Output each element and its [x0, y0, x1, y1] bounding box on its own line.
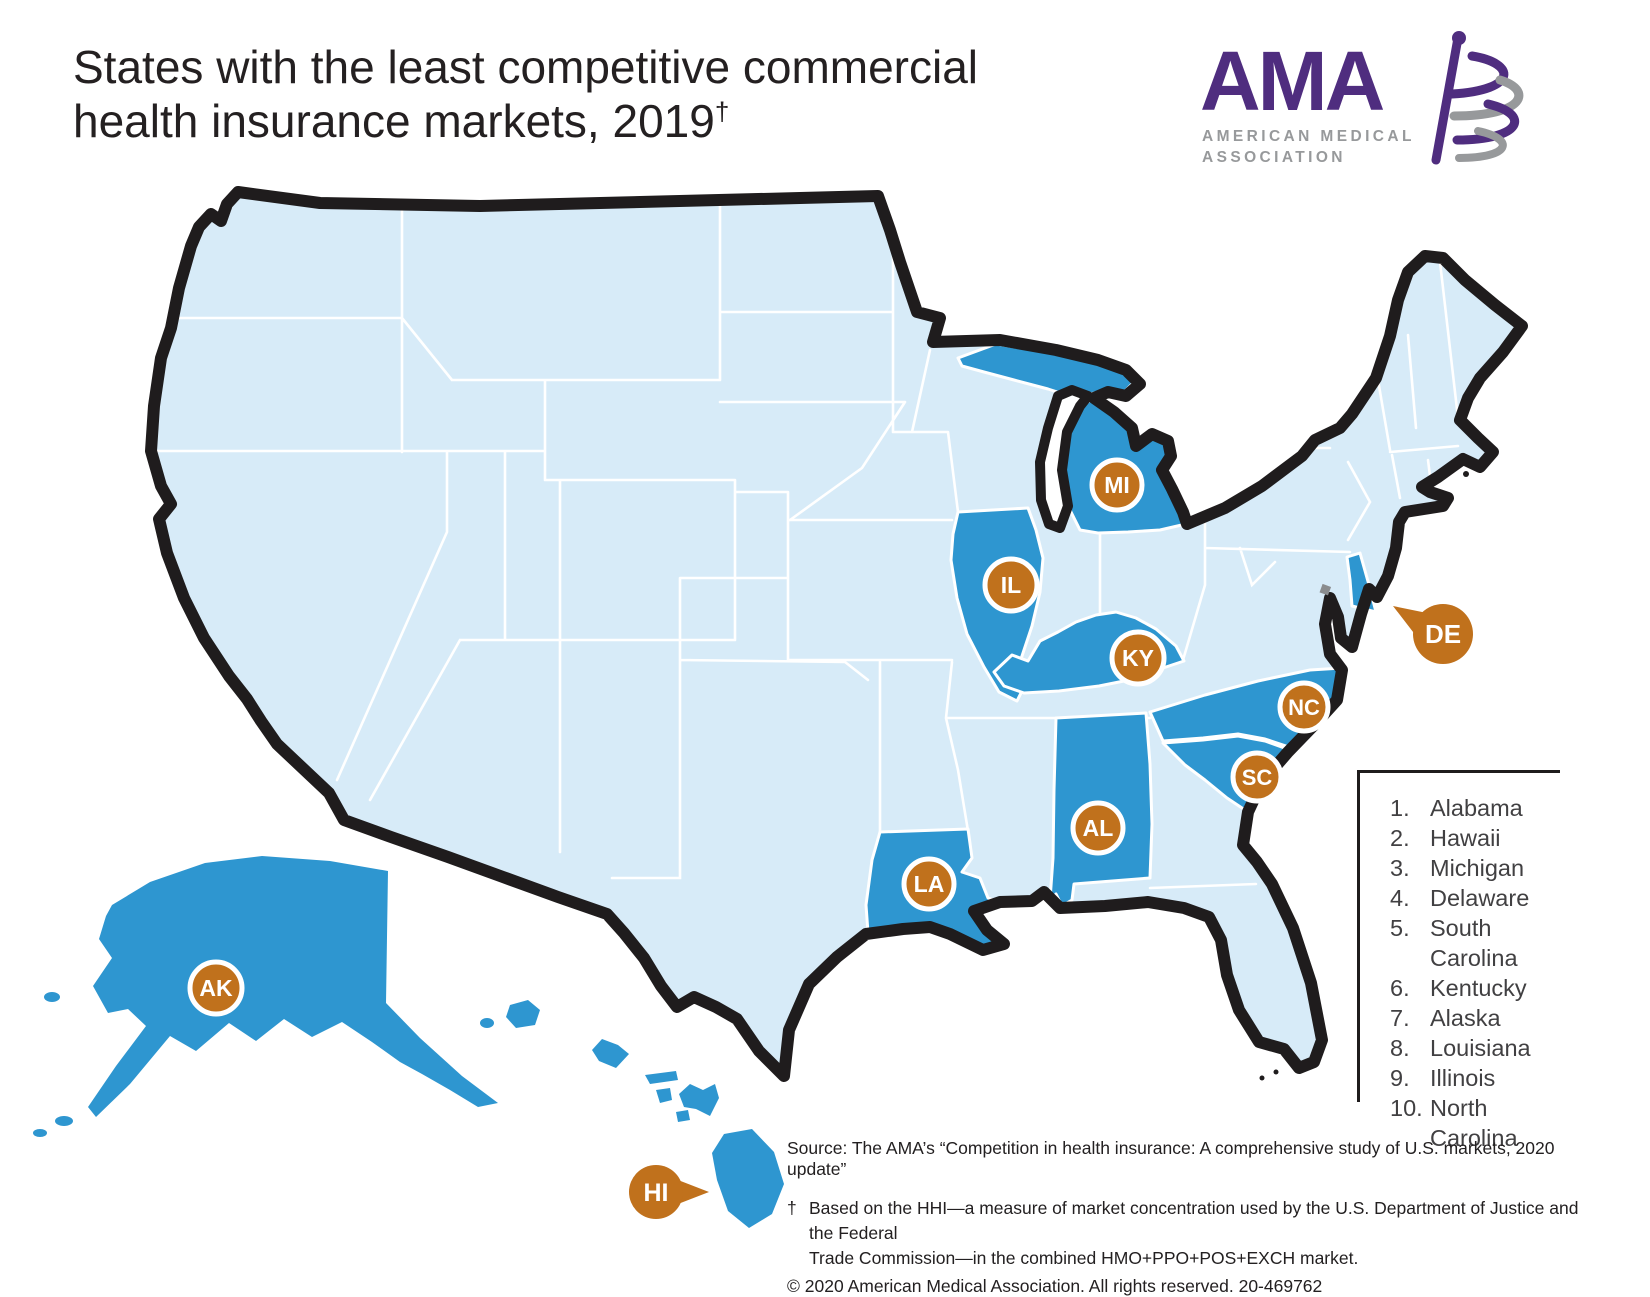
badge-label-hi: HI — [644, 1179, 669, 1207]
rank-number: 9. — [1390, 1065, 1410, 1091]
state-badge-al: AL — [1070, 800, 1126, 856]
state-badge-nc: NC — [1277, 680, 1331, 734]
lake-michigan-shape — [1035, 385, 1093, 533]
rank-number: 1. — [1390, 795, 1410, 821]
title-dagger: † — [714, 96, 730, 127]
caduceus-icon — [1431, 31, 1524, 165]
ama-wordmark-line2: ASSOCIATION — [1202, 149, 1346, 166]
list-item: 10. North Carolina — [1390, 1093, 1560, 1153]
rank-number: 3. — [1390, 855, 1410, 881]
rank-state: Delaware — [1430, 885, 1530, 911]
rank-state: South Carolina — [1430, 915, 1518, 971]
badge-label-ky: KY — [1122, 645, 1154, 671]
badge-label-ak: AK — [199, 975, 233, 1001]
ama-acronym: AMA — [1200, 34, 1384, 128]
dagger-symbol: † — [787, 1198, 797, 1218]
page-title-line1: States with the least competitive commer… — [73, 41, 979, 93]
rank-state: Michigan — [1430, 855, 1525, 881]
rank-number: 7. — [1390, 1005, 1410, 1031]
state-badge-de: DE — [1393, 604, 1473, 664]
list-item: 2. Hawaii — [1390, 823, 1560, 853]
state-badge-sc: SC — [1230, 750, 1284, 804]
list-item: 7. Alaska — [1390, 1003, 1560, 1033]
copyright-line: © 2020 American Medical Association. All… — [787, 1275, 1323, 1296]
badge-label-il: IL — [1001, 572, 1021, 598]
footnotes: Source: The AMA’s “Competition in health… — [787, 1138, 1587, 1297]
rank-number: 8. — [1390, 1035, 1410, 1061]
state-badge-ky: KY — [1109, 629, 1167, 687]
state-shape-hawaii-big-island — [712, 1129, 784, 1228]
coastal-islands — [1259, 467, 1483, 1081]
badge-label-mi: MI — [1104, 472, 1130, 498]
badge-label-al: AL — [1083, 815, 1114, 841]
badge-label-de: DE — [1425, 619, 1461, 649]
ama-logo: AMA AMERICAN MEDICAL ASSOCIATION — [1200, 28, 1550, 173]
state-badge-il: IL — [982, 556, 1040, 614]
ama-logo-svg: AMA AMERICAN MEDICAL ASSOCIATION — [1200, 31, 1524, 166]
rank-state: Louisiana — [1430, 1035, 1531, 1061]
badge-label-nc: NC — [1288, 695, 1320, 720]
rank-number: 10. — [1390, 1095, 1423, 1121]
list-item: 8. Louisiana — [1390, 1033, 1560, 1063]
list-item: 1. Alabama — [1390, 793, 1560, 823]
rank-state: Alabama — [1430, 795, 1523, 821]
state-badge-hi: HI — [629, 1165, 709, 1219]
rank-number: 5. — [1390, 915, 1410, 941]
hawaii-group — [480, 1000, 784, 1228]
state-borders — [149, 194, 1460, 890]
badge-label-sc: SC — [1242, 765, 1273, 790]
source-line: Source: The AMA’s “Competition in health… — [787, 1138, 1555, 1179]
list-item: 3. Michigan — [1390, 853, 1560, 883]
state-badge-ak: AK — [187, 959, 245, 1017]
contiguous-us-shape — [151, 192, 1522, 1076]
rank-number: 4. — [1390, 885, 1410, 911]
rank-state: Hawaii — [1430, 825, 1501, 851]
list-item: 4. Delaware — [1390, 883, 1560, 913]
ama-wordmark-line1: AMERICAN MEDICAL — [1202, 128, 1415, 145]
list-item: 6. Kentucky — [1390, 973, 1560, 1003]
rank-state: North Carolina — [1430, 1095, 1518, 1151]
alaska-group — [33, 856, 498, 1137]
rank-number: 6. — [1390, 975, 1410, 1001]
state-badge-mi: MI — [1089, 457, 1145, 513]
rank-state: Kentucky — [1430, 975, 1527, 1001]
state-shape-alaska — [88, 856, 498, 1117]
rank-number: 2. — [1390, 825, 1410, 851]
page-title: States with the least competitive commer… — [73, 40, 978, 149]
dagger-text-line1: Based on the HHI—a measure of market con… — [809, 1198, 1579, 1243]
ranking-list: 1. Alabama 2. Hawaii 3. Michigan 4. Delaware… — [1357, 770, 1560, 1151]
page-title-line2: health insurance markets, 2019† — [73, 95, 730, 148]
badge-label-la: LA — [914, 871, 945, 897]
rank-state: Illinois — [1430, 1065, 1496, 1091]
dagger-text-line2: Trade Commission—in the combined HMO+PPO… — [809, 1247, 1359, 1268]
list-item: 9. Illinois — [1390, 1063, 1560, 1093]
rank-state: Alaska — [1430, 1005, 1501, 1031]
list-item: 5. South Carolina — [1390, 913, 1560, 973]
state-badge-la: LA — [901, 856, 957, 912]
dagger-footnote: † Based on the HHI—a measure of market c… — [787, 1196, 1587, 1271]
dc-marker — [1319, 583, 1332, 596]
dagger-text: Based on the HHI—a measure of market con… — [809, 1196, 1587, 1271]
